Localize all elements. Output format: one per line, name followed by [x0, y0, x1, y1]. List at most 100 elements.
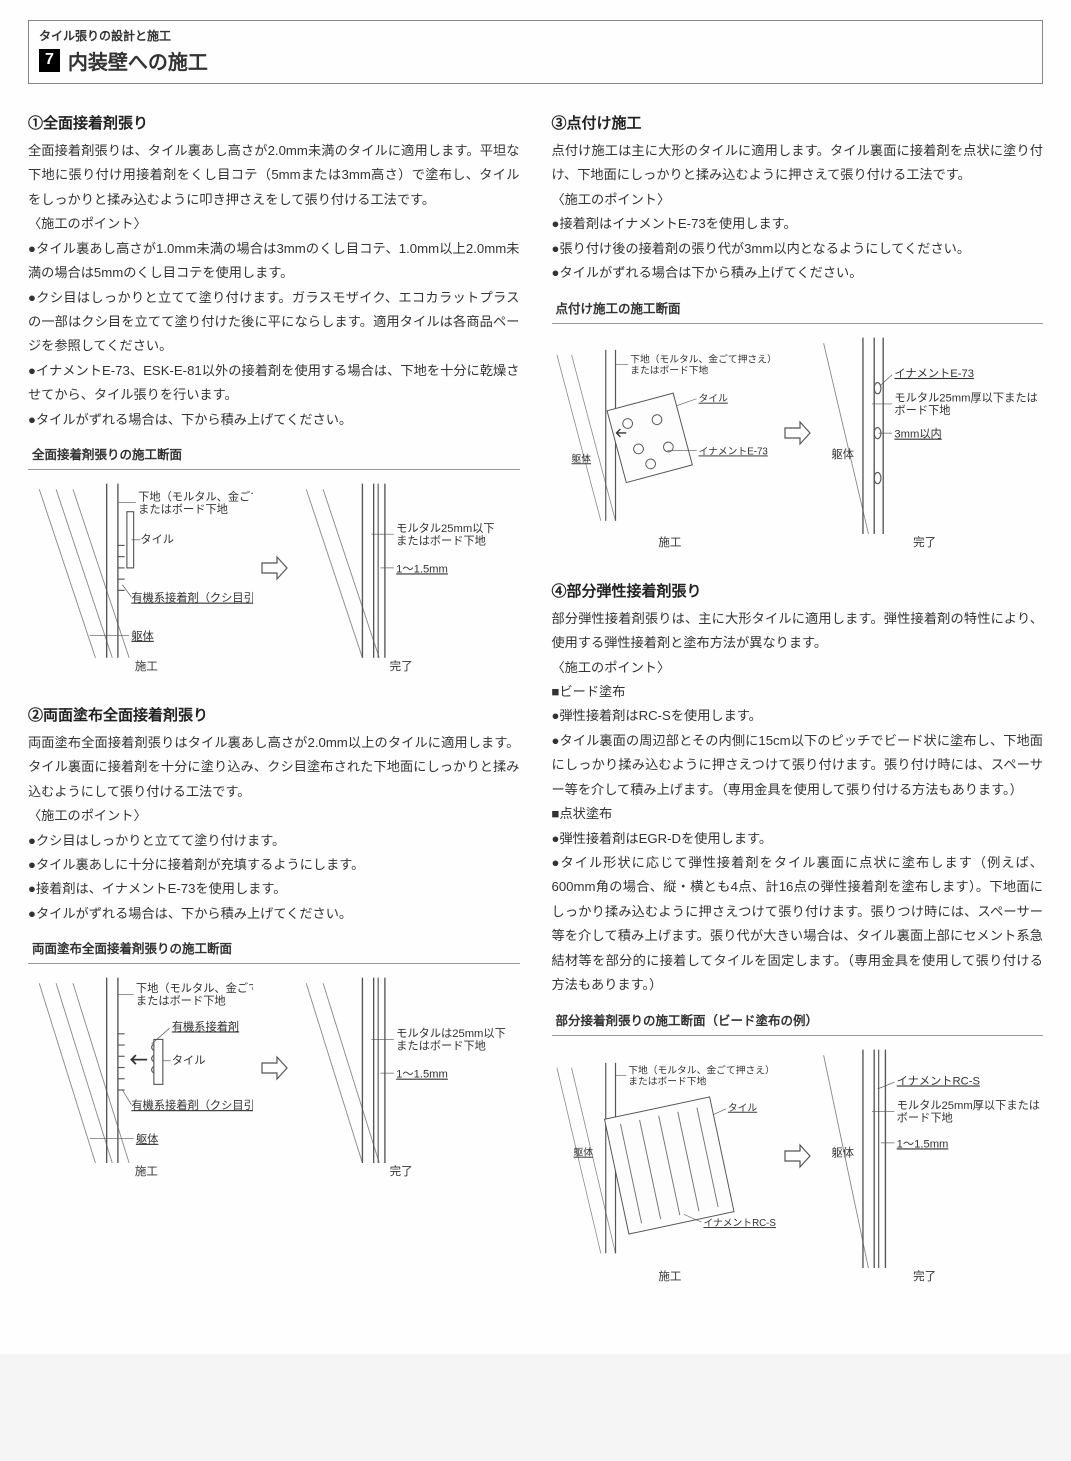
arrow-icon — [257, 551, 291, 585]
svg-text:躯体: 躯体 — [573, 1146, 593, 1159]
svg-text:躯体: 躯体 — [832, 1145, 854, 1159]
page-header: タイル張りの設計と施工 7 内装壁への施工 — [28, 20, 1043, 84]
sec1-diag-caption: 全面接着剤張りの施工断面 — [32, 444, 520, 463]
svg-text:有機系接着剤（クシ目引き）: 有機系接着剤（クシ目引き） — [131, 1098, 252, 1112]
sec3-diag-left: 下地（モルタル、金ごて押さえ） またはボード下地 タイル イナメントE-73 躯… — [552, 345, 777, 521]
sec1-b4: ●タイルがずれる場合は、下から積み上げてください。 — [28, 408, 520, 432]
svg-text:モルタル25mm以下: モルタル25mm以下 — [396, 522, 494, 535]
sec2-p1: 両面塗布全面接着剤張りはタイル裏あし高さが2.0mm以上のタイルに適用します。タ… — [28, 731, 520, 804]
sec4-pointhead: 〈施工のポイント〉 — [552, 656, 1044, 680]
sec1-body: 全面接着剤張りは、タイル裏あし高さが2.0mm未満のタイルに適用します。平坦な下… — [28, 139, 520, 432]
sec2-b2: ●タイル裏あしに十分に接着剤が充填するようにします。 — [28, 853, 520, 877]
section-2: ②両面塗布全面接着剤張り 両面塗布全面接着剤張りはタイル裏あし高さが2.0mm以… — [28, 704, 520, 1179]
sec1-diag-labels: 施工 完了 — [28, 658, 520, 674]
sec3-diag-labels: 施工 完了 — [552, 534, 1044, 550]
svg-text:またはボード下地: またはボード下地 — [630, 363, 708, 376]
sec2-b3: ●接着剤は、イナメントE-73を使用します。 — [28, 877, 520, 901]
sec4-diag-right: イナメントRC-S モルタル25mm厚以下または ボード下地 1～1.5mm 躯… — [818, 1044, 1043, 1269]
label-right: 完了 — [814, 1268, 1035, 1284]
sec1-b1: ●タイル裏あし高さが1.0mm未満の場合は3mmのくし目コテ、1.0mm以上2.… — [28, 237, 520, 286]
label-right: 完了 — [814, 534, 1035, 550]
svg-text:ボード下地: ボード下地 — [897, 1111, 953, 1124]
svg-text:1～1.5mm: 1～1.5mm — [396, 563, 448, 575]
sec4-b2: ●タイル裏面の周辺部とその内側に15cm以下のピッチでビード状に塗布し、下地面に… — [552, 729, 1044, 802]
svg-text:モルタルは25mm以下: モルタルは25mm以下 — [396, 1027, 506, 1040]
svg-text:躯体: 躯体 — [571, 452, 591, 465]
svg-text:イナメントRC-S: イナメントRC-S — [897, 1074, 980, 1087]
columns: ①全面接着剤張り 全面接着剤張りは、タイル裏あし高さが2.0mm未満のタイルに適… — [28, 112, 1043, 1314]
svg-text:下地（モルタル、金ごて押さえ）: 下地（モルタル、金ごて押さえ） — [630, 352, 777, 365]
section-3: ③点付け施工 点付け施工は主に大形のタイルに適用します。タイル裏面に接着剤を点状… — [552, 112, 1044, 550]
sec3-body: 点付け施工は主に大形のタイルに適用します。タイル裏面に接着剤を点状に塗り付け、下… — [552, 139, 1044, 286]
svg-text:モルタル25mm厚以下または: モルタル25mm厚以下または — [895, 391, 1038, 404]
sec1-title: ①全面接着剤張り — [28, 112, 520, 133]
sec3-pointhead: 〈施工のポイント〉 — [552, 188, 1044, 212]
arrow-icon — [780, 1139, 814, 1173]
sec1-diag-right: モルタル25mm以下 またはボード下地 1～1.5mm — [295, 478, 520, 658]
svg-text:またはボード下地: またはボード下地 — [396, 534, 486, 547]
svg-text:下地（モルタル、金ごて押さえ）: 下地（モルタル、金ごて押さえ） — [136, 981, 253, 995]
sec3-title: ③点付け施工 — [552, 112, 1044, 133]
sec4-diagram: 下地（モルタル、金ごて押さえ） またはボード下地 タイル 躯体 イナメントRC-… — [552, 1035, 1044, 1269]
sec3-p1: 点付け施工は主に大形のタイルに適用します。タイル裏面に接着剤を点状に塗り付け、下… — [552, 139, 1044, 188]
svg-text:下地（モルタル、金ごて押さえ）: 下地（モルタル、金ごて押さえ） — [138, 490, 253, 504]
svg-text:またはボード下地: またはボード下地 — [396, 1040, 486, 1053]
sec3-diagram: 下地（モルタル、金ごて押さえ） またはボード下地 タイル イナメントE-73 躯… — [552, 323, 1044, 534]
sec4-p1: 部分弾性接着剤張りは、主に大形タイルに適用します。弾性接着剤の特性により、使用す… — [552, 607, 1044, 656]
sec3-b1: ●接着剤はイナメントE-73を使用します。 — [552, 212, 1044, 236]
svg-text:1～1.5mm: 1～1.5mm — [396, 1069, 448, 1081]
sec2-b1: ●クシ目はしっかりと立てて塗り付けます。 — [28, 829, 520, 853]
sec2-title: ②両面塗布全面接着剤張り — [28, 704, 520, 725]
header-main: 7 内装壁への施工 — [39, 46, 1032, 75]
sec3-diag-caption: 点付け施工の施工断面 — [556, 298, 1044, 317]
sec4-body: 部分弾性接着剤張りは、主に大形タイルに適用します。弾性接着剤の特性により、使用す… — [552, 607, 1044, 998]
sec4-b3: ●弾性接着剤はEGR-Dを使用します。 — [552, 827, 1044, 851]
sec2-diag-left: 下地（モルタル、金ごて押さえ） またはボード下地 有機系接着剤 タイル 有機系接… — [28, 972, 253, 1163]
sec1-diag-left: 下地（モルタル、金ごて押さえ） またはボード下地 タイル 有機系接着剤（クシ目引… — [28, 478, 253, 658]
svg-text:3mm以内: 3mm以内 — [895, 426, 942, 440]
sec2-diag-labels: 施工 完了 — [28, 1163, 520, 1179]
svg-text:イナメントE-73: イナメントE-73 — [895, 366, 975, 379]
svg-text:躯体: 躯体 — [131, 629, 153, 643]
svg-text:タイル: タイル — [727, 1102, 757, 1114]
svg-text:有機系接着剤（クシ目引き）: 有機系接着剤（クシ目引き） — [131, 591, 252, 605]
header-supertitle: タイル張りの設計と施工 — [39, 27, 1032, 44]
sec2-diag-caption: 両面塗布全面接着剤張りの施工断面 — [32, 938, 520, 957]
sec4-title: ④部分弾性接着剤張り — [552, 580, 1044, 601]
svg-text:下地（モルタル、金ごて押さえ）: 下地（モルタル、金ごて押さえ） — [628, 1064, 775, 1077]
sec4-diag-caption: 部分接着剤張りの施工断面（ビード塗布の例） — [556, 1010, 1044, 1029]
svg-text:タイル: タイル — [698, 392, 728, 404]
header-title: 内装壁への施工 — [68, 46, 208, 75]
svg-text:1～1.5mm: 1～1.5mm — [897, 1138, 949, 1150]
svg-text:躯体: 躯体 — [832, 446, 854, 460]
svg-text:タイル: タイル — [140, 533, 174, 546]
section-1: ①全面接着剤張り 全面接着剤張りは、タイル裏あし高さが2.0mm未満のタイルに適… — [28, 112, 520, 674]
right-column: ③点付け施工 点付け施工は主に大形のタイルに適用します。タイル裏面に接着剤を点状… — [552, 112, 1044, 1314]
sec4-b1: ●弾性接着剤はRC-Sを使用します。 — [552, 704, 1044, 728]
section-4: ④部分弾性接着剤張り 部分弾性接着剤張りは、主に大形タイルに適用します。弾性接着… — [552, 580, 1044, 1285]
label-left: 施工 — [560, 534, 781, 550]
label-right: 完了 — [291, 658, 512, 674]
label-left: 施工 — [36, 658, 257, 674]
sec2-b4: ●タイルがずれる場合は、下から積み上げてください。 — [28, 902, 520, 926]
page: タイル張りの設計と施工 7 内装壁への施工 ①全面接着剤張り 全面接着剤張りは、… — [0, 0, 1071, 1354]
arrow-icon — [780, 416, 814, 450]
sec3-b2: ●張り付け後の接着剤の張り代が3mm以内となるようにしてください。 — [552, 237, 1044, 261]
sec3-b3: ●タイルがずれる場合は下から積み上げてください。 — [552, 261, 1044, 285]
svg-text:ボード下地: ボード下地 — [895, 404, 951, 417]
svg-text:タイル: タイル — [172, 1054, 206, 1067]
sec4-diag-left: 下地（モルタル、金ごて押さえ） またはボード下地 タイル 躯体 イナメントRC-… — [552, 1058, 777, 1253]
svg-text:モルタル25mm厚以下または: モルタル25mm厚以下または — [897, 1099, 1040, 1112]
svg-text:またはボード下地: またはボード下地 — [138, 503, 228, 516]
svg-text:イナメントE-73: イナメントE-73 — [698, 445, 767, 457]
svg-text:有機系接着剤: 有機系接着剤 — [172, 1020, 239, 1034]
sec3-diag-right: イナメントE-73 モルタル25mm厚以下または ボード下地 3mm以内 躯体 — [818, 332, 1043, 534]
sec2-diagram: 下地（モルタル、金ごて押さえ） またはボード下地 有機系接着剤 タイル 有機系接… — [28, 963, 520, 1163]
arrow-icon — [257, 1051, 291, 1085]
svg-text:またはボード下地: またはボード下地 — [136, 995, 226, 1008]
sec4-b4: ●タイル形状に応じて弾性接着剤をタイル裏面に点状に塗布します（例えば、600mm… — [552, 851, 1044, 998]
label-left: 施工 — [560, 1268, 781, 1284]
sec4-diag-labels: 施工 完了 — [552, 1268, 1044, 1284]
sec4-h1: ■ビード塗布 — [552, 680, 1044, 704]
sec2-diag-right: モルタルは25mm以下 またはボード下地 1～1.5mm — [295, 972, 520, 1163]
